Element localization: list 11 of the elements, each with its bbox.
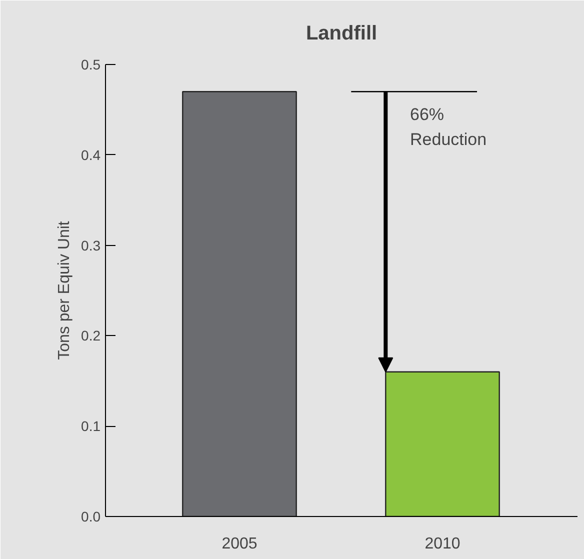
- x-tick-label: 2010: [424, 536, 460, 552]
- y-tick-label: 0.0: [81, 508, 101, 524]
- y-tick-label: 0.3: [81, 237, 101, 254]
- x-tick-label: 2005: [222, 536, 258, 552]
- y-tick-label: 0.2: [81, 328, 101, 344]
- chart-title: Landfill: [306, 22, 378, 44]
- annotation: 66% Reduction: [410, 105, 487, 149]
- y-axis-title: Tons per Equiv Unit: [56, 220, 74, 360]
- y-tick-label: 0.1: [81, 418, 101, 434]
- y-tick-label: 0.5: [81, 56, 101, 72]
- y-tick-label: 0.4: [81, 146, 101, 163]
